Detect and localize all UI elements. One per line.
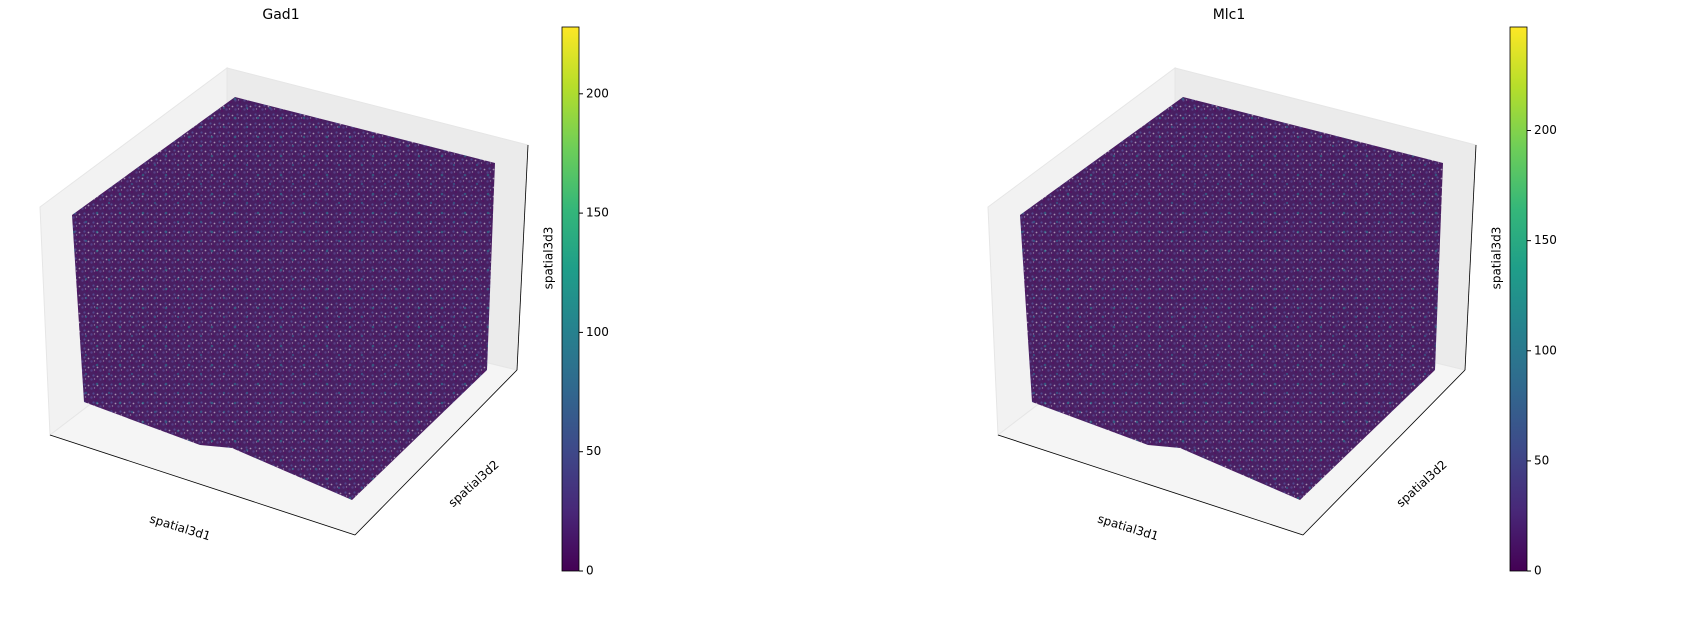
x-axis-label: spatial3d1 (148, 512, 212, 544)
colorbar-tick-label: 200 (586, 86, 609, 100)
axis-line (1464, 144, 1477, 371)
colorbar-tick-label: 200 (1534, 123, 1557, 137)
axis-line (516, 144, 529, 371)
colorbar (561, 26, 580, 572)
y-axis-label: spatial3d2 (1394, 457, 1450, 509)
colorbar-tick-label: 0 (1534, 564, 1542, 578)
colorbar (1509, 26, 1528, 572)
axis-line (49, 434, 356, 536)
point-cloud-highlights (1020, 97, 1443, 500)
axis-line (1302, 369, 1466, 536)
colorbar-tick-label: 150 (586, 206, 609, 220)
z-axis-label: spatial3d3 (1490, 227, 1504, 290)
colorbar-tick-label: 100 (586, 325, 609, 339)
colorbar-tick-label: 100 (1534, 343, 1557, 357)
point-cloud-highlights (72, 97, 495, 500)
z-axis-label: spatial3d3 (542, 227, 556, 290)
panel-title: Mlc1 (1213, 7, 1246, 23)
panel-title: Gad1 (262, 7, 299, 23)
colorbar-tick-label: 150 (1534, 233, 1557, 247)
colorbar-tick-label: 0 (586, 564, 594, 578)
panel: Mlc1 spatial3d1 spatial3d2 spatial3d3 0 50 100… (987, 7, 1557, 578)
x-axis-label: spatial3d1 (1096, 512, 1160, 544)
y-axis-label: spatial3d2 (446, 457, 502, 509)
colorbar-tick-label: 50 (1534, 453, 1549, 467)
colorbar-tick-label: 50 (586, 444, 601, 458)
axis-line (354, 369, 518, 536)
axis-line (997, 434, 1304, 536)
panel: Gad1 spatial3d1 spatial3d2 spatial3d3 0 50 100… (39, 7, 609, 578)
